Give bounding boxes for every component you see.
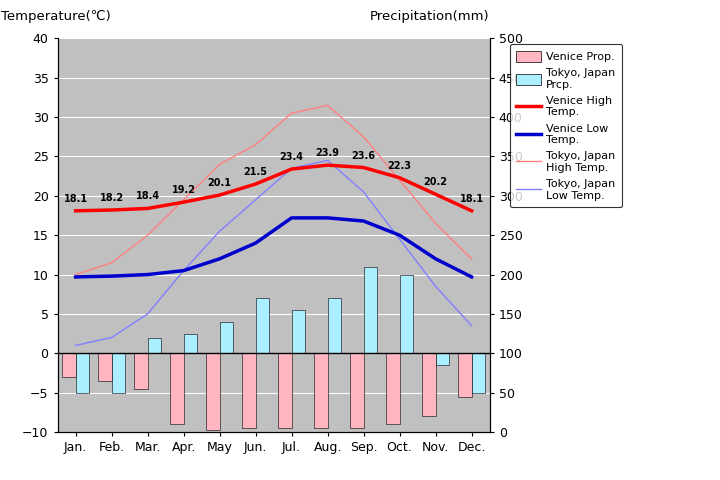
Bar (134, 353, 148, 389)
Bar (364, 267, 377, 353)
Text: Temperature(℃): Temperature(℃) (1, 10, 111, 23)
Text: 18.1: 18.1 (63, 194, 88, 204)
Bar (350, 353, 364, 428)
Bar (328, 298, 341, 353)
Text: 18.4: 18.4 (135, 192, 160, 202)
Bar (98, 353, 112, 381)
Bar (184, 334, 197, 353)
Bar (400, 275, 413, 353)
Text: 20.1: 20.1 (207, 178, 232, 188)
Text: 23.9: 23.9 (315, 148, 340, 158)
Text: 20.2: 20.2 (423, 177, 448, 187)
Bar (62, 353, 76, 377)
Text: 19.2: 19.2 (171, 185, 196, 195)
Bar (292, 310, 305, 353)
Bar (436, 353, 449, 365)
Text: Precipitation(mm): Precipitation(mm) (370, 10, 490, 23)
Legend: Venice Prop., Tokyo, Japan
Prcp., Venice High
Temp., Venice Low
Temp., Tokyo, Ja: Venice Prop., Tokyo, Japan Prcp., Venice… (510, 44, 622, 207)
Bar (256, 298, 269, 353)
Bar (422, 353, 436, 416)
Bar (112, 353, 125, 393)
Text: 18.1: 18.1 (459, 194, 484, 204)
Bar (314, 353, 328, 428)
Text: 22.3: 22.3 (387, 161, 412, 171)
Bar (76, 353, 89, 393)
Text: 21.5: 21.5 (243, 167, 268, 177)
Text: 23.6: 23.6 (351, 151, 376, 160)
Bar (278, 353, 292, 428)
Text: 18.2: 18.2 (99, 193, 124, 203)
Bar (170, 353, 184, 424)
Bar (148, 337, 161, 353)
Bar (458, 353, 472, 396)
Bar (242, 353, 256, 428)
Text: 23.4: 23.4 (279, 152, 304, 162)
Bar (220, 322, 233, 353)
Bar (472, 353, 485, 393)
Bar (386, 353, 400, 424)
Bar (206, 353, 220, 430)
